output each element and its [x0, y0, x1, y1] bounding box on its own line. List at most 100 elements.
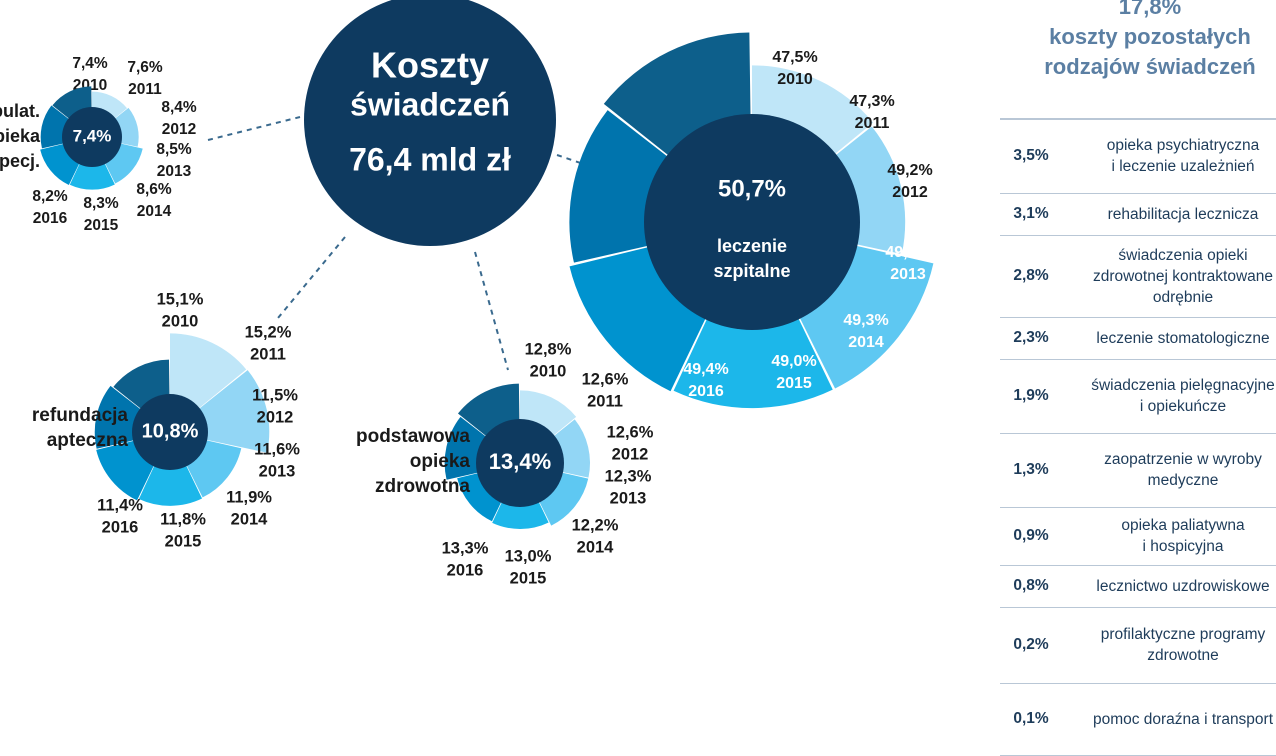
tick-label-2016: 2016	[102, 518, 139, 536]
category-label-line: specj.	[0, 151, 40, 171]
tick-label-2014: 2014	[577, 538, 615, 556]
radial-bar-2011	[198, 370, 270, 453]
center-value: 7,4%	[73, 126, 112, 145]
radial-chart-2: 15,1% 2010 15,2% 2011 11,5% 2012 11,6% 2013 11,9…	[32, 290, 300, 550]
tick-label-2012: 2012	[257, 408, 294, 426]
data-label-2014: 49,3%	[843, 312, 888, 329]
row-label: leczenie stomatologiczne	[1062, 317, 1276, 360]
radial-bar-2010	[752, 65, 874, 155]
tick-label-2012: 2012	[162, 121, 196, 138]
radial-bar-2010	[170, 333, 247, 410]
radial-bar-2012	[104, 143, 143, 184]
tick-label-2011: 2011	[587, 392, 623, 410]
data-label-2013: 12,3%	[605, 467, 652, 485]
data-label-2011: 7,6%	[127, 59, 163, 76]
other-costs-heading: 17,8% koszty pozostałych rodzajów świadc…	[1000, 0, 1276, 82]
category-label-line: ambulat.	[0, 101, 40, 121]
tick-label-2014: 2014	[137, 203, 172, 220]
center-value: 10,8%	[142, 420, 199, 442]
tick-label-2015: 2015	[776, 375, 812, 392]
radial-bar-2013	[69, 162, 115, 190]
table-row: 0,9% opieka paliatywna i hospicyjna	[1000, 507, 1276, 566]
data-label-2016: 13,3%	[442, 539, 489, 557]
other-costs-title-line1: koszty pozostałych	[1049, 24, 1251, 49]
data-label-2015: 49,0%	[771, 353, 816, 370]
row-percent: 1,3%	[1000, 433, 1062, 508]
radial-bar-2015	[94, 385, 142, 449]
radial-bar-2010	[92, 91, 128, 120]
row-label: opieka psychiatryczna i leczenie uzależn…	[1062, 118, 1276, 194]
table-row: 3,1% rehabilitacja lecznicza	[1000, 193, 1276, 236]
table-row: 3,5% opieka psychiatryczna i leczenie uza…	[1000, 118, 1276, 194]
row-percent: 0,1%	[1000, 683, 1062, 756]
tick-label-2011: 2011	[855, 115, 890, 132]
radial-chart-1: 12,8% 2010 12,6% 2011 12,6% 2012 12,3% 2013 12,2…	[356, 340, 654, 587]
data-label-2015: 8,3%	[83, 195, 119, 212]
radial-bar-2014	[40, 143, 80, 186]
total-cost-circle	[304, 0, 556, 246]
radial-chart-3: 7,4%20107,6%20118,4%20128,5%20138,6%2014…	[0, 55, 197, 234]
table-row: 0,1% pomoc doraźna i transport	[1000, 683, 1276, 756]
tick-label-2014: 2014	[231, 510, 269, 528]
tick-label-2015: 2015	[84, 217, 119, 234]
center-value: 50,7%	[718, 175, 786, 202]
data-label-2012: 8,4%	[161, 99, 197, 116]
row-label: lecznictwo uzdrowiskowe	[1062, 565, 1276, 608]
row-percent: 2,8%	[1000, 235, 1062, 318]
other-costs-table: 3,5% opieka psychiatryczna i leczenie uza…	[1000, 118, 1276, 756]
connector-line	[277, 236, 346, 319]
data-label-2011: 15,2%	[245, 323, 292, 341]
data-label-2014: 11,9%	[226, 488, 272, 506]
tick-label-2016: 2016	[688, 383, 724, 400]
data-label-2012: 12,6%	[607, 423, 654, 441]
data-label-2014: 8,6%	[136, 181, 172, 198]
category-label-line: podstawowa	[356, 426, 470, 447]
center-circle	[476, 419, 564, 507]
radial-bar-2016	[52, 86, 92, 120]
row-label: profilaktyczne programy zdrowotne	[1062, 607, 1276, 684]
table-row: 0,8% lecznictwo uzdrowiskowe	[1000, 565, 1276, 608]
radial-bar-2011	[834, 126, 906, 254]
radial-chart-0: 47,5% 2010 47,3% 2011 49,2% 2012 49,2% 2013 49,3…	[569, 32, 934, 409]
category-label-line: opieka	[0, 126, 41, 146]
radial-bar-2013	[138, 464, 203, 506]
tick-label-2012: 2012	[892, 184, 928, 201]
data-label-2010: 7,4%	[72, 55, 108, 72]
radial-bar-2013	[492, 500, 549, 529]
table-row: 0,2% profilaktyczne programy zdrowotne	[1000, 607, 1276, 684]
data-label-2010: 47,5%	[772, 49, 817, 66]
other-costs-value: 17,8%	[1118, 0, 1182, 19]
data-label-2012: 11,5%	[252, 386, 298, 404]
data-label-2010: 15,1%	[157, 290, 204, 308]
tick-label-2013: 2013	[157, 163, 192, 180]
tick-label-2013: 2013	[890, 266, 926, 283]
table-row: 2,3% leczenie stomatologiczne	[1000, 317, 1276, 360]
tick-label-2010: 2010	[162, 312, 199, 330]
radial-bar-2012	[799, 245, 934, 389]
tick-label-2015: 2015	[165, 532, 202, 550]
data-label-2012: 49,2%	[887, 162, 932, 179]
radial-bar-2014	[569, 247, 707, 392]
radial-bar-2014	[457, 472, 502, 522]
data-label-2013: 11,6%	[254, 440, 300, 458]
data-label-2010: 12,8%	[525, 340, 572, 358]
tick-label-2016: 2016	[447, 561, 484, 579]
data-label-2011: 12,6%	[582, 370, 629, 388]
center-circle	[644, 114, 860, 330]
row-percent: 0,8%	[1000, 565, 1062, 608]
tick-label-2013: 2013	[259, 462, 296, 480]
connector-line	[474, 251, 509, 371]
radial-bar-2015	[569, 110, 669, 263]
tick-label-2010: 2010	[777, 71, 813, 88]
row-percent: 2,3%	[1000, 317, 1062, 360]
center-circle	[132, 394, 208, 470]
data-label-2011: 47,3%	[849, 93, 894, 110]
table-row: 1,9% świadczenia pielęgnacyjne i opiekuńc…	[1000, 359, 1276, 434]
data-label-2014: 12,2%	[572, 516, 619, 534]
data-label-2016: 49,4%	[683, 361, 728, 378]
tick-label-2016: 2016	[33, 210, 68, 227]
category-label-line: refundacja	[32, 405, 129, 426]
data-label-2015: 13,0%	[505, 547, 552, 565]
row-label: świadczenia pielęgnacyjne i opiekuńcze	[1062, 359, 1276, 434]
